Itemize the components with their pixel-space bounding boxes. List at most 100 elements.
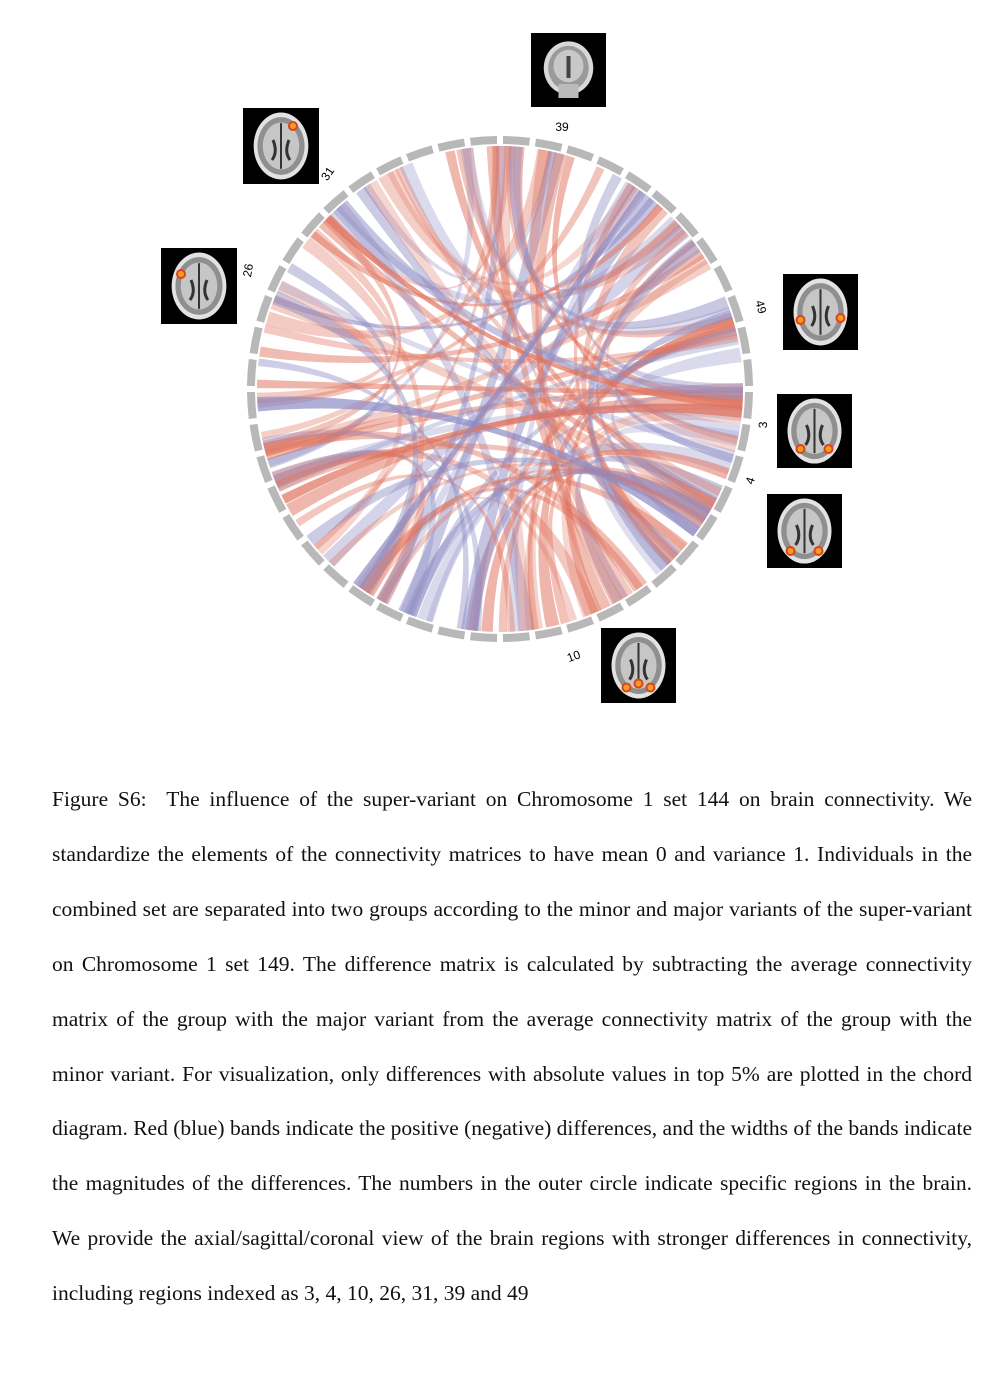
negative-band: [306, 457, 707, 546]
ring-segment: [256, 294, 273, 323]
ring-segment: [743, 358, 753, 387]
brain-image-region-3: [777, 394, 852, 468]
ring-segment: [301, 540, 325, 566]
ring-segment: [469, 632, 498, 642]
positive-band: [281, 403, 743, 504]
ring-segment: [323, 564, 349, 588]
ring-segment: [534, 138, 563, 152]
ring-segment: [247, 391, 257, 420]
ring-segment: [376, 602, 404, 622]
positive-band: [587, 228, 689, 566]
positive-band: [364, 179, 687, 556]
positive-band: [265, 148, 552, 339]
ring-segment: [675, 212, 699, 238]
ring-segment: [323, 190, 349, 214]
region-label-26: 26: [240, 262, 256, 278]
brain-image-region-31: [243, 108, 319, 184]
brain-image-region-4: [767, 494, 842, 568]
ring-segment: [727, 455, 744, 484]
positive-band: [606, 243, 737, 453]
brain-axial-icon: [171, 252, 227, 320]
positive-band: [498, 146, 535, 632]
positive-band: [360, 475, 688, 594]
ring-segment: [596, 602, 624, 622]
negative-band: [276, 336, 739, 492]
negative-band: [508, 146, 730, 329]
positive-band: [259, 249, 705, 364]
ring-segment: [696, 514, 718, 541]
ring-segment: [249, 423, 263, 452]
positive-band: [506, 146, 681, 292]
positive-band: [358, 487, 643, 594]
negative-band: [356, 186, 681, 560]
ring-segment: [713, 485, 733, 513]
positive-band: [387, 168, 638, 286]
ring-segment: [566, 145, 595, 162]
ring-segment: [534, 626, 563, 640]
caption-text: The influence of the super-variant on Ch…: [52, 787, 972, 1306]
chord-bands: [257, 146, 744, 632]
brain-axial-icon: [793, 278, 848, 346]
positive-band: [527, 239, 697, 630]
negative-band: [615, 309, 735, 463]
ring-segment: [437, 626, 466, 640]
region-label-4: 4: [743, 475, 758, 486]
positive-band: [535, 152, 611, 611]
outer-ring: [247, 136, 753, 642]
brain-axial-icon: [777, 498, 832, 564]
positive-band: [257, 228, 396, 404]
ring-segment: [743, 391, 753, 420]
positive-band: [263, 327, 738, 457]
negative-band: [377, 181, 636, 605]
negative-band: [460, 147, 733, 335]
negative-band: [353, 190, 646, 589]
ring-segment: [437, 138, 466, 152]
ring-segment: [727, 294, 744, 323]
brain-axial-icon: [253, 112, 309, 180]
negative-band: [258, 358, 469, 630]
region-label-10: 10: [565, 647, 583, 665]
figure-caption: Figure S6: The influence of the super-va…: [52, 772, 972, 1321]
positive-band: [257, 166, 605, 408]
ring-segment: [737, 423, 751, 452]
ring-segment: [405, 145, 434, 162]
ring-segment: [675, 540, 699, 566]
brain-image-region-10: [601, 628, 676, 703]
positive-band: [366, 496, 578, 622]
ring-segment: [625, 585, 652, 607]
ring-segment: [249, 326, 263, 355]
ring-segment: [713, 265, 733, 293]
positive-band: [277, 280, 403, 555]
ring-segment: [566, 616, 595, 633]
positive-band: [547, 467, 714, 625]
region-labels: 39 31 26 49 3 4 10: [240, 120, 770, 665]
ring-segment: [596, 156, 624, 176]
negative-band: [587, 240, 701, 571]
ring-segment: [469, 136, 498, 146]
ring-segment: [651, 190, 677, 214]
ring-segment: [737, 326, 751, 355]
brain-image-region-49: [783, 274, 858, 350]
positive-band: [263, 259, 712, 455]
ring-segment: [696, 237, 718, 264]
negative-band: [596, 238, 698, 537]
brain-image-region-39: [531, 33, 606, 107]
positive-band: [270, 294, 717, 513]
chord-diagram-figure: 39 31 26 49 3 4 10: [161, 33, 858, 703]
positive-band: [271, 449, 600, 617]
brain-axial-icon: [787, 398, 842, 464]
ring-segment: [282, 237, 304, 264]
positive-band: [263, 324, 739, 364]
ring-segment: [301, 212, 325, 238]
positive-band: [561, 406, 743, 618]
region-label-39: 39: [555, 120, 569, 134]
ring-segment: [502, 136, 531, 146]
ring-segment: [625, 171, 652, 193]
region-label-49: 49: [752, 299, 769, 316]
positive-band: [527, 254, 709, 630]
negative-band: [594, 423, 740, 575]
ring-segment: [405, 616, 434, 633]
ring-segment: [267, 265, 287, 293]
region-label-31: 31: [318, 164, 337, 183]
brain-axial-icon: [611, 632, 666, 699]
